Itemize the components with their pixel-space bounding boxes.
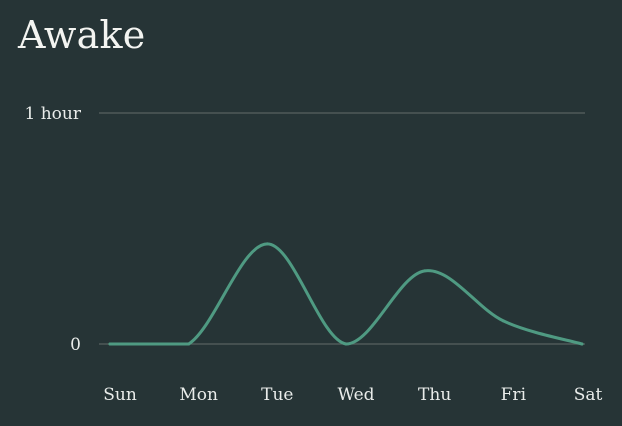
data-point-thu xyxy=(423,269,427,273)
data-point-sun xyxy=(108,342,112,346)
x-tick-label-mon: Mon xyxy=(179,385,218,405)
x-axis-labels: Sun Mon Tue Wed Thu Fri Sat xyxy=(103,385,602,405)
page-title: Awake xyxy=(18,13,146,57)
data-points xyxy=(108,242,584,346)
x-tick-label-tue: Tue xyxy=(261,385,293,405)
y-tick-label: 0 xyxy=(70,335,81,355)
data-point-mon xyxy=(187,342,191,346)
y-axis-labels: 0 1 hour xyxy=(25,104,82,355)
gridlines xyxy=(99,112,585,345)
x-tick-label-thu: Thu xyxy=(418,385,451,405)
data-point-fri xyxy=(501,319,505,323)
data-point-tue xyxy=(265,242,269,246)
x-tick-label-sun: Sun xyxy=(103,385,137,405)
data-point-sat xyxy=(580,342,584,346)
awake-series-line xyxy=(108,242,584,346)
x-tick-label-sat: Sat xyxy=(574,385,603,405)
y-tick-label: 1 hour xyxy=(25,104,82,124)
data-point-wed xyxy=(344,342,348,346)
x-tick-label-fri: Fri xyxy=(501,385,527,405)
x-tick-label-wed: Wed xyxy=(337,385,374,405)
